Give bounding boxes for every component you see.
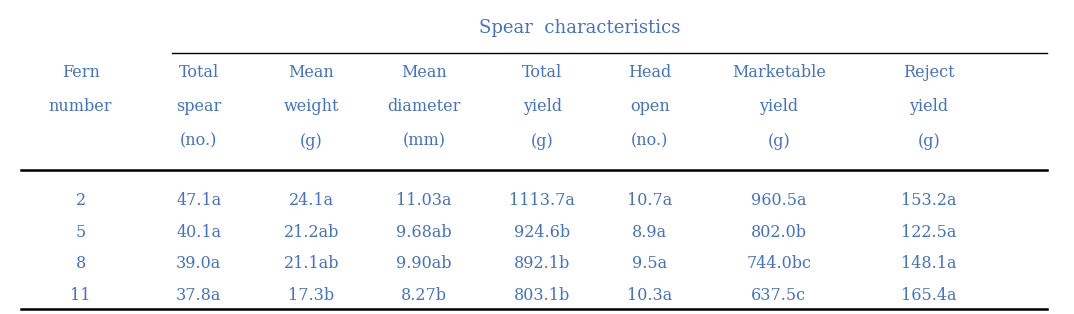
Text: 165.4a: 165.4a (901, 287, 957, 304)
Text: Spear  characteristics: Spear characteristics (479, 19, 681, 37)
Text: 11.03a: 11.03a (396, 192, 452, 209)
Text: 744.0bc: 744.0bc (746, 255, 811, 272)
Text: 2: 2 (75, 192, 86, 209)
Text: 37.8a: 37.8a (176, 287, 221, 304)
Text: 10.7a: 10.7a (627, 192, 672, 209)
Text: 153.2a: 153.2a (901, 192, 957, 209)
Text: open: open (629, 98, 670, 115)
Text: 960.5a: 960.5a (751, 192, 807, 209)
Text: 1113.7a: 1113.7a (509, 192, 576, 209)
Text: (no.): (no.) (632, 133, 668, 150)
Text: 803.1b: 803.1b (514, 287, 570, 304)
Text: 39.0a: 39.0a (176, 255, 221, 272)
Text: Head: Head (628, 64, 671, 81)
Text: (g): (g) (531, 133, 554, 150)
Text: Total: Total (178, 64, 219, 81)
Text: Total: Total (522, 64, 563, 81)
Text: 21.2ab: 21.2ab (284, 224, 339, 241)
Text: 17.3b: 17.3b (289, 287, 334, 304)
Text: (g): (g) (300, 133, 323, 150)
Text: 9.5a: 9.5a (633, 255, 667, 272)
Text: 10.3a: 10.3a (627, 287, 672, 304)
Text: (g): (g) (917, 133, 941, 150)
Text: diameter: diameter (388, 98, 461, 115)
Text: 8.27b: 8.27b (402, 287, 447, 304)
Text: Reject: Reject (903, 64, 955, 81)
Text: number: number (48, 98, 113, 115)
Text: 9.68ab: 9.68ab (396, 224, 452, 241)
Text: (g): (g) (767, 133, 790, 150)
Text: yield: yield (523, 98, 562, 115)
Text: Marketable: Marketable (731, 64, 826, 81)
Text: 21.1ab: 21.1ab (284, 255, 339, 272)
Text: weight: weight (284, 98, 339, 115)
Text: 892.1b: 892.1b (514, 255, 570, 272)
Text: 24.1a: 24.1a (289, 192, 334, 209)
Text: 122.5a: 122.5a (901, 224, 957, 241)
Text: yield: yield (759, 98, 798, 115)
Text: yield: yield (910, 98, 948, 115)
Text: Fern: Fern (61, 64, 100, 81)
Text: (no.): (no.) (180, 133, 217, 150)
Text: 9.90ab: 9.90ab (396, 255, 452, 272)
Text: spear: spear (176, 98, 221, 115)
Text: 5: 5 (75, 224, 86, 241)
Text: 802.0b: 802.0b (751, 224, 807, 241)
Text: Mean: Mean (402, 64, 447, 81)
Text: 8: 8 (75, 255, 86, 272)
Text: 148.1a: 148.1a (901, 255, 957, 272)
Text: 8.9a: 8.9a (633, 224, 667, 241)
Text: 11: 11 (70, 287, 91, 304)
Text: Mean: Mean (289, 64, 334, 81)
Text: 47.1a: 47.1a (176, 192, 221, 209)
Text: (mm): (mm) (403, 133, 446, 150)
Text: 924.6b: 924.6b (514, 224, 570, 241)
Text: 637.5c: 637.5c (751, 287, 807, 304)
Text: 40.1a: 40.1a (176, 224, 221, 241)
